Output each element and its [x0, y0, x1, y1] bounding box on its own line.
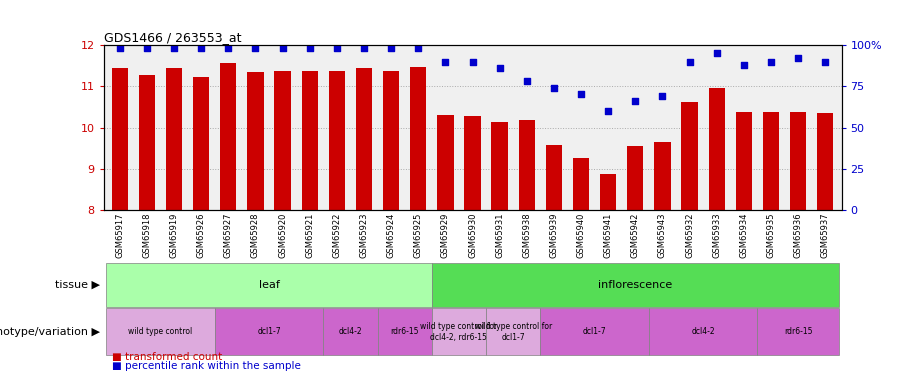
Bar: [763, 112, 779, 210]
Text: tissue ▶: tissue ▶: [55, 280, 100, 290]
Point: [492, 65, 507, 71]
Point: [628, 98, 643, 104]
Bar: [432, 263, 839, 307]
Point: [384, 45, 399, 51]
Text: GDS1466 / 263553_at: GDS1466 / 263553_at: [104, 31, 241, 44]
Text: dcl1-7: dcl1-7: [257, 327, 281, 336]
Bar: [274, 71, 291, 210]
Point: [329, 45, 344, 51]
Point: [275, 45, 290, 51]
Point: [574, 92, 589, 98]
Text: dcl4-2: dcl4-2: [691, 327, 715, 336]
Point: [546, 85, 561, 91]
Point: [248, 45, 263, 51]
Text: ■ percentile rank within the sample: ■ percentile rank within the sample: [112, 361, 302, 371]
Text: inflorescence: inflorescence: [598, 280, 672, 290]
Point: [601, 108, 616, 114]
Bar: [758, 309, 839, 355]
Bar: [486, 309, 540, 355]
Bar: [139, 75, 155, 210]
Bar: [323, 309, 377, 355]
Point: [655, 93, 670, 99]
Bar: [106, 263, 432, 307]
Text: rdr6-15: rdr6-15: [391, 327, 419, 336]
Bar: [248, 72, 264, 210]
Bar: [627, 146, 644, 210]
Bar: [573, 158, 590, 210]
Text: wild type control for
dcl1-7: wild type control for dcl1-7: [474, 322, 552, 342]
Bar: [106, 309, 215, 355]
Bar: [540, 309, 649, 355]
Bar: [735, 112, 752, 210]
Bar: [193, 77, 210, 210]
Point: [709, 50, 724, 56]
Text: leaf: leaf: [258, 280, 279, 290]
Bar: [649, 309, 758, 355]
Point: [194, 45, 209, 51]
Bar: [708, 88, 725, 210]
Bar: [545, 145, 562, 210]
Bar: [654, 142, 670, 210]
Point: [112, 45, 127, 51]
Bar: [491, 122, 508, 210]
Bar: [383, 71, 400, 210]
Bar: [432, 309, 486, 355]
Point: [166, 45, 181, 51]
Text: wild type control for
dcl4-2, rdr6-15: wild type control for dcl4-2, rdr6-15: [420, 322, 498, 342]
Text: dcl1-7: dcl1-7: [583, 327, 607, 336]
Point: [356, 45, 371, 51]
Point: [438, 58, 453, 64]
Bar: [437, 115, 454, 210]
Point: [465, 58, 480, 64]
Bar: [681, 102, 698, 210]
Bar: [817, 112, 833, 210]
Text: genotype/variation ▶: genotype/variation ▶: [0, 327, 100, 337]
Bar: [377, 309, 432, 355]
Text: wild type control: wild type control: [129, 327, 193, 336]
Point: [221, 45, 236, 51]
Bar: [464, 116, 481, 210]
Point: [302, 45, 317, 51]
Bar: [166, 68, 182, 210]
Bar: [215, 309, 323, 355]
Bar: [356, 68, 372, 210]
Point: [764, 58, 778, 64]
Point: [682, 58, 697, 64]
Point: [791, 55, 806, 61]
Bar: [112, 68, 128, 210]
Bar: [328, 71, 345, 210]
Point: [519, 78, 534, 84]
Bar: [410, 67, 427, 210]
Bar: [600, 174, 617, 210]
Bar: [220, 63, 237, 210]
Point: [140, 45, 154, 51]
Text: rdr6-15: rdr6-15: [784, 327, 813, 336]
Text: ■ transformed count: ■ transformed count: [112, 352, 223, 362]
Text: dcl4-2: dcl4-2: [338, 327, 362, 336]
Point: [736, 62, 751, 68]
Point: [818, 58, 832, 64]
Bar: [302, 70, 318, 210]
Bar: [518, 120, 535, 210]
Point: [411, 45, 426, 51]
Bar: [790, 112, 806, 210]
